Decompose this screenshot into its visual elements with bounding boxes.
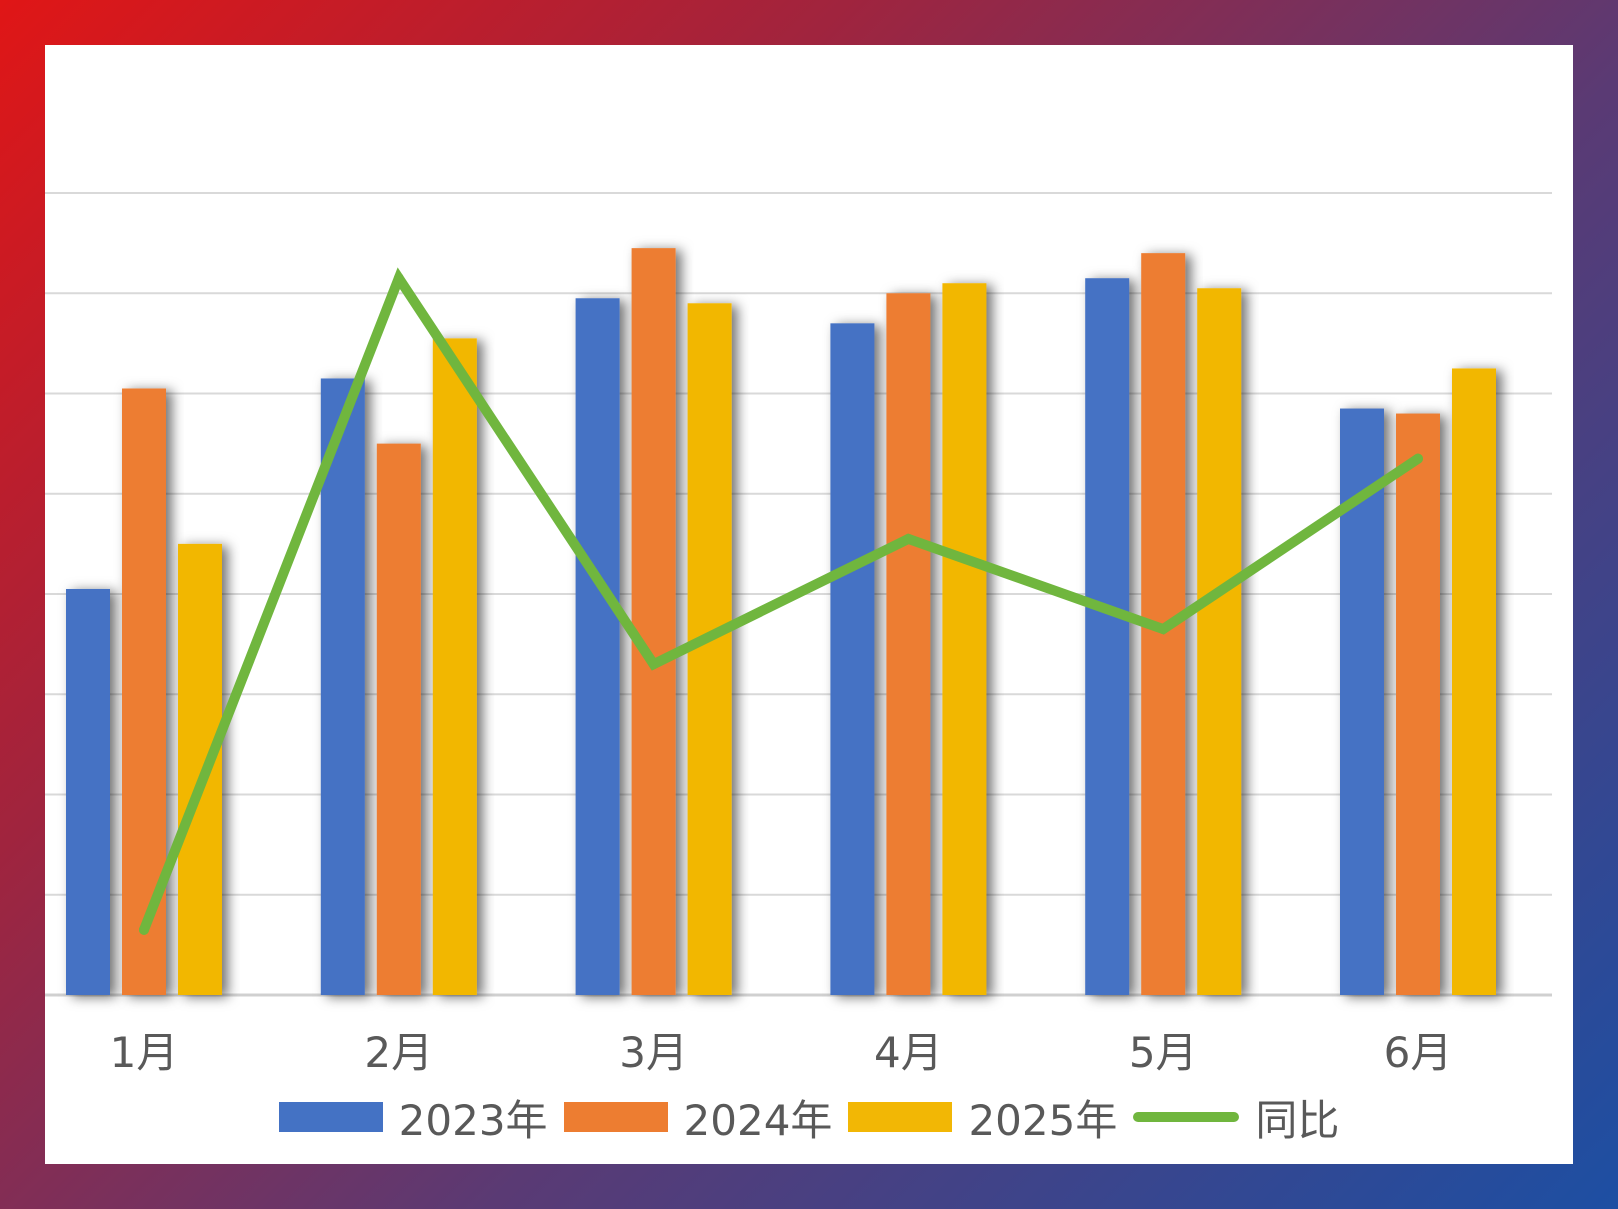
- legend-swatch-2025: [848, 1102, 953, 1132]
- legend-item-2023: 2023年: [278, 1087, 548, 1148]
- x-tick-label: 2月: [364, 1028, 433, 1077]
- bar-2024年-3月: [631, 248, 676, 995]
- x-axis-labels: 1月 2月 3月 4月 5月 6月: [110, 1028, 1453, 1077]
- bar-2023年-5月: [1085, 278, 1130, 995]
- chart-plot: 1月 2月 3月 4月 5月 6月: [45, 192, 1552, 1077]
- bar-2025年-2月: [432, 338, 477, 995]
- line-point-1月: [139, 924, 149, 935]
- bars: [66, 248, 1496, 996]
- chart-panel: 1月 2月 3月 4月 5月 6月 2023年 2024年 2025年 同比: [45, 45, 1573, 1164]
- legend-swatch-2024: [563, 1102, 668, 1132]
- legend-swatch-yoy: [1133, 1112, 1240, 1122]
- bar-2025年-5月: [1197, 288, 1242, 995]
- line-point-6月: [1413, 453, 1423, 464]
- bar-2025年-6月: [1452, 368, 1496, 995]
- legend-swatch-2023: [278, 1102, 383, 1132]
- gridlines: [45, 192, 1552, 997]
- bar-2023年-3月: [575, 298, 620, 995]
- yoy-line: [139, 267, 1423, 935]
- line-series-yoy: [139, 267, 1423, 935]
- legend-item-yoy: 同比: [1133, 1087, 1339, 1148]
- bar-2023年-2月: [320, 378, 365, 995]
- bar-2025年-4月: [942, 283, 987, 996]
- bar-2023年-1月: [66, 588, 110, 995]
- x-tick-label: 1月: [110, 1028, 179, 1077]
- x-tick-label: 4月: [874, 1028, 943, 1077]
- legend-label-yoy: 同比: [1255, 1095, 1340, 1145]
- bar-2025年-1月: [178, 543, 222, 995]
- legend-label-2023: 2023年: [398, 1095, 548, 1145]
- line-point-2月: [393, 273, 404, 284]
- legend-label-2024: 2024年: [683, 1095, 833, 1145]
- line-point-5月: [1158, 624, 1169, 635]
- line-point-4月: [903, 533, 914, 544]
- bar-2024年-2月: [376, 443, 421, 995]
- x-tick-label: 6月: [1384, 1028, 1453, 1077]
- bar-2024年-4月: [886, 293, 931, 995]
- legend-item-2025: 2025年: [848, 1087, 1117, 1148]
- line-point-3月: [648, 659, 659, 670]
- x-tick-label: 5月: [1129, 1028, 1198, 1077]
- legend: 2023年 2024年 2025年 同比: [45, 1087, 1573, 1147]
- bar-2024年-6月: [1396, 413, 1440, 995]
- legend-label-2025: 2025年: [968, 1095, 1118, 1145]
- x-tick-label: 3月: [619, 1028, 688, 1077]
- legend-item-2024: 2024年: [563, 1087, 833, 1148]
- bar-2023年-4月: [830, 323, 875, 995]
